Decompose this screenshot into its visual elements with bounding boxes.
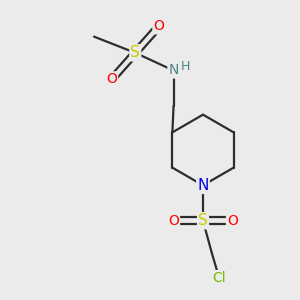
Text: Cl: Cl (212, 271, 226, 285)
Text: O: O (153, 19, 164, 33)
Text: S: S (198, 213, 208, 228)
Text: O: O (227, 214, 238, 228)
Text: H: H (181, 60, 190, 73)
Text: N: N (168, 64, 179, 77)
Text: O: O (106, 72, 117, 86)
Text: S: S (130, 45, 140, 60)
Text: N: N (197, 178, 209, 193)
Text: O: O (168, 214, 179, 228)
